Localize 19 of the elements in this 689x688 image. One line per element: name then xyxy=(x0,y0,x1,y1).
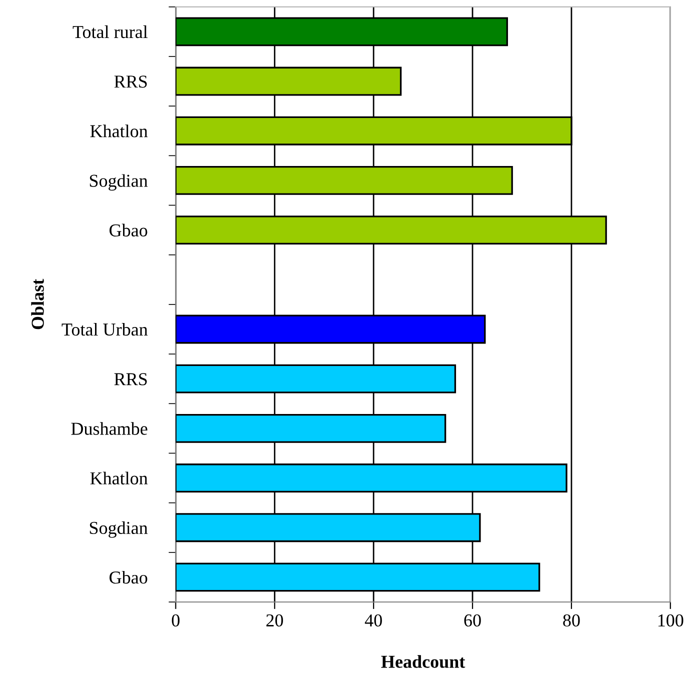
x-tick-label: 20 xyxy=(266,614,283,627)
x-tick-label: 60 xyxy=(464,614,481,627)
y-tick-label: Sogdian xyxy=(90,174,148,191)
y-tick-label: Gbao xyxy=(110,570,148,584)
y-axis-title: Oblast xyxy=(31,278,44,330)
y-tick-label: Khatlon xyxy=(90,124,148,138)
y-tick-label: Total rural xyxy=(72,25,148,38)
x-axis-title: Headcount xyxy=(381,655,466,668)
x-tick-label: 80 xyxy=(563,614,580,627)
y-tick-label: Khatlon xyxy=(90,472,148,484)
y-tick-label: RRS xyxy=(114,373,147,386)
y-tick-label: Dushambe xyxy=(71,422,148,435)
y-tick-label: RRS xyxy=(114,76,147,88)
x-tick-label: 100 xyxy=(658,614,684,627)
y-tick-label: Total Urban xyxy=(62,322,148,336)
x-tick-label: 40 xyxy=(364,614,382,627)
y-tick-label: Sogdian xyxy=(90,521,148,538)
y-tick-label: Gbao xyxy=(110,224,148,236)
x-tick-label: 0 xyxy=(172,614,180,627)
